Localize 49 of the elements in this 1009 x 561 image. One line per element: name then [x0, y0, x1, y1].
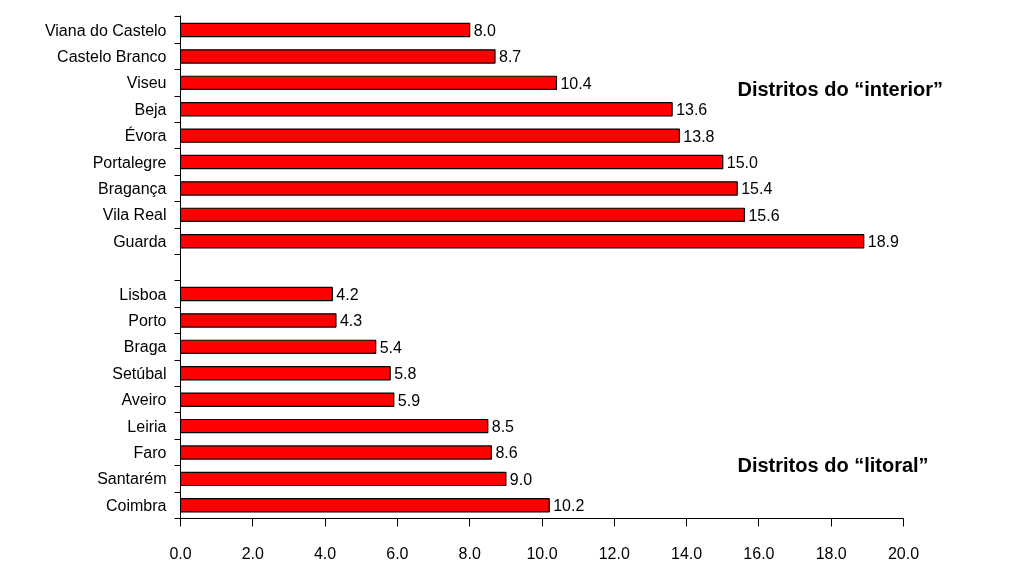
data-label: 15.6	[748, 206, 780, 224]
x-tick-label: 20.0	[887, 544, 920, 561]
data-label: 18.9	[867, 233, 899, 251]
x-tick-label: 0.0	[169, 544, 192, 561]
y-tick-label: Portalegre	[92, 153, 167, 171]
y-tick-label: Viana do Castelo	[44, 21, 167, 39]
y-tick-label: Santarém	[97, 470, 167, 488]
x-tick-label: 12.0	[598, 544, 630, 561]
y-tick-label: Lisboa	[119, 285, 167, 303]
x-tick-label: 14.0	[671, 544, 703, 561]
data-label: 13.6	[676, 101, 708, 119]
data-label: 8.7	[499, 48, 522, 66]
data-label: 5.8	[394, 365, 417, 383]
data-label: 4.3	[339, 312, 363, 330]
data-label: 15.4	[741, 180, 773, 198]
data-label: 8.5	[491, 418, 515, 436]
y-tick-label: Castelo Branco	[57, 47, 167, 65]
x-tick-label: 16.0	[743, 544, 775, 561]
y-tick-label: Coimbra	[106, 496, 167, 514]
data-label: 4.2	[336, 286, 359, 304]
data-label: 10.4	[560, 74, 592, 92]
x-tick-label: 10.0	[526, 544, 558, 561]
y-tick-label: Porto	[128, 311, 167, 329]
y-tick-label: Braga	[123, 338, 167, 356]
data-label: 8.6	[495, 444, 518, 462]
data-label: 9.0	[509, 470, 533, 488]
data-label: 10.2	[553, 497, 585, 515]
x-tick-label: 6.0	[386, 544, 409, 561]
annotation: Distritos do “litoral”	[737, 453, 929, 476]
y-tick-label: Leiria	[127, 417, 167, 435]
y-tick-label: Vila Real	[102, 206, 167, 224]
data-label: 8.0	[473, 22, 497, 40]
y-tick-label: Bragança	[98, 179, 167, 197]
y-tick-label: Viseu	[126, 74, 167, 92]
x-tick-label: 2.0	[241, 544, 265, 561]
annotation: Distritos do “interior”	[737, 77, 944, 100]
y-tick-label: Guarda	[113, 232, 167, 250]
y-tick-label: Aveiro	[121, 391, 167, 409]
y-tick-label: Faro	[133, 443, 167, 461]
data-label: 15.0	[726, 154, 758, 172]
data-label: 5.4	[379, 338, 403, 356]
y-tick-label: Setúbal	[112, 364, 167, 382]
data-label: 13.8	[683, 127, 715, 145]
data-label: 5.9	[397, 391, 421, 409]
x-tick-label: 18.0	[815, 544, 847, 561]
y-tick-label: Beja	[134, 100, 167, 118]
x-tick-label: 4.0	[313, 544, 337, 561]
x-tick-label: 8.0	[458, 544, 481, 561]
y-tick-label: Évora	[124, 126, 167, 145]
